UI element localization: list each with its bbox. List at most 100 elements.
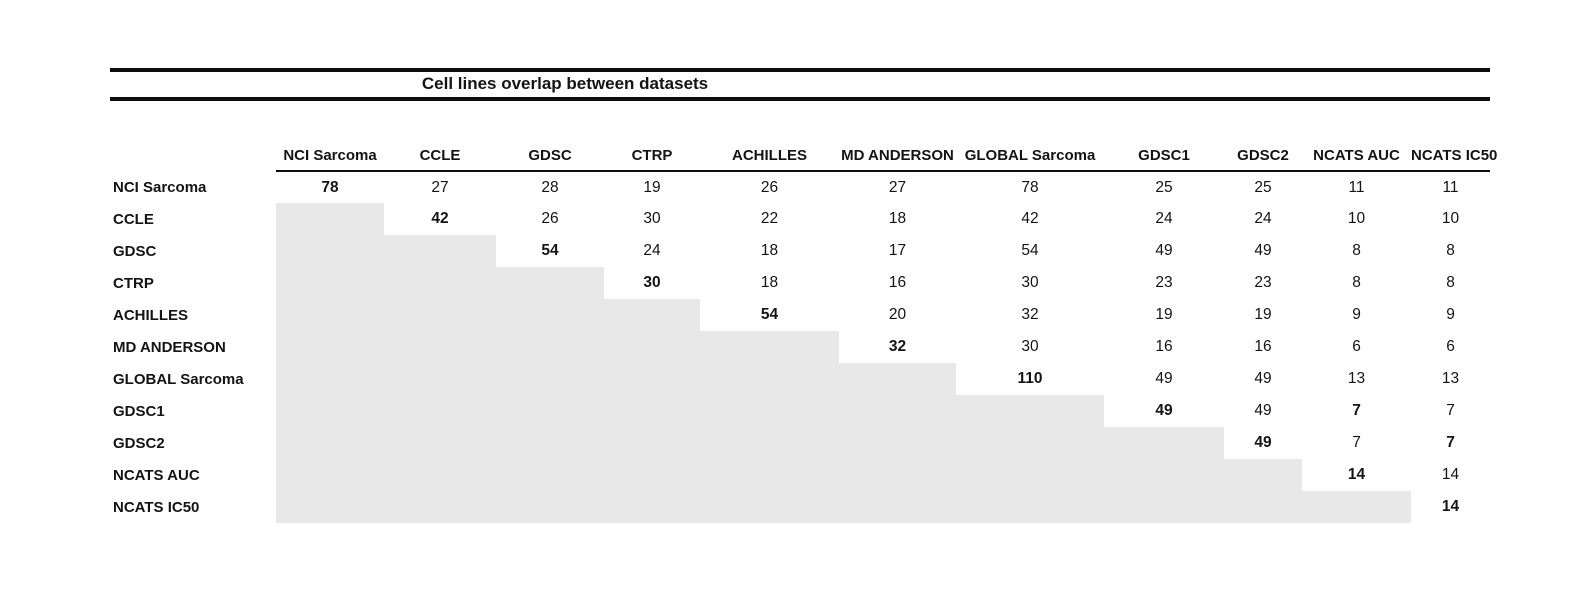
shaded-cell [604,459,700,491]
row-label-global-sarcoma: GLOBAL Sarcoma [113,370,244,388]
shaded-cell [276,331,384,363]
overlap-value-cell: 20 [888,306,907,323]
shaded-cell [700,331,839,363]
row-label-gdsc2: GDSC2 [113,434,165,452]
overlap-value-cell: 110 [1017,370,1043,387]
shaded-cell [276,491,384,523]
shaded-cell [956,459,1104,491]
table-header: NCI Sarcoma CCLE GDSC CTRP ACHILLES MD ANDERS… [110,101,1497,172]
overlap-value-cell: 14 [1347,466,1366,483]
corner-cell [110,101,276,171]
column-header-row: NCI Sarcoma CCLE GDSC CTRP ACHILLES MD ANDERS… [110,101,1497,172]
table-row-achilles: ACHILLES 54 20 32 19 19 9 9 [110,299,1490,331]
shaded-cell [384,235,496,267]
overlap-value-cell: 8 [1446,242,1455,259]
shaded-cell [700,395,839,427]
column-header-ncats-auc: NCATS AUC [1302,101,1411,172]
overlap-value-cell: 13 [1347,370,1366,387]
column-header-ccle: CCLE [384,101,496,172]
shaded-cell [384,299,496,331]
column-header-achilles: ACHILLES [700,101,839,172]
overlap-value-cell: 9 [1352,306,1361,323]
overlap-value-cell: 7 [1352,402,1361,419]
overlap-value-cell: 28 [541,178,559,196]
shaded-cell [496,427,604,459]
shaded-cell [700,427,839,459]
shaded-cell [956,427,1104,459]
overlap-value-cell: 24 [1155,210,1173,227]
overlap-value-cell: 78 [321,178,339,196]
overlap-value-cell: 49 [1155,402,1173,419]
shaded-cell [276,459,384,491]
overlap-value-cell: 7 [1352,434,1361,451]
shaded-cell [384,363,496,395]
overlap-matrix-table: NCI Sarcoma CCLE GDSC CTRP ACHILLES MD ANDERS… [110,101,1497,523]
shaded-cell [276,235,384,267]
shaded-cell [1224,491,1302,523]
overlap-value-cell: 54 [760,306,779,323]
table-title: Cell lines overlap between datasets [421,74,709,93]
overlap-value-cell: 6 [1446,338,1455,355]
table-row-nci-sarcoma: NCI Sarcoma 78 27 28 19 26 27 78 25 25 11 11 [110,171,1490,203]
row-label-achilles: ACHILLES [113,306,188,324]
overlap-value-cell: 18 [760,242,779,259]
row-label-ncats-auc: NCATS AUC [113,466,200,484]
overlap-value-cell: 7 [1446,434,1455,451]
shaded-cell [1104,427,1224,459]
shaded-cell [839,363,956,395]
overlap-value-cell: 6 [1352,338,1361,355]
shaded-cell [384,427,496,459]
shaded-cell [384,459,496,491]
shaded-cell [496,299,604,331]
shaded-cell [384,395,496,427]
table-row-gdsc1: GDSC1 49 49 7 7 [110,395,1490,427]
overlap-value-cell: 42 [1021,210,1039,227]
overlap-value-cell: 78 [1021,178,1039,196]
shaded-cell [956,395,1104,427]
shaded-cell [276,363,384,395]
row-label-gdsc1: GDSC1 [113,402,165,420]
overlap-value-cell: 25 [1254,178,1272,196]
shaded-cell [700,459,839,491]
overlap-value-cell: 54 [541,242,559,259]
shaded-cell [1104,491,1224,523]
overlap-value-cell: 24 [643,242,661,259]
shaded-cell [604,331,700,363]
overlap-value-cell: 42 [431,210,449,227]
overlap-value-cell: 49 [1254,434,1272,451]
shaded-cell [276,395,384,427]
shaded-cell [604,363,700,395]
shaded-cell [384,331,496,363]
overlap-value-cell: 19 [1155,306,1173,323]
overlap-value-cell: 32 [888,338,907,355]
shaded-cell [384,267,496,299]
overlap-value-cell: 49 [1155,370,1173,387]
table-row-gdsc2: GDSC2 49 7 7 [110,427,1490,459]
overlap-value-cell: 49 [1254,402,1272,419]
overlap-value-cell: 30 [1021,338,1039,355]
overlap-value-cell: 54 [1021,242,1039,259]
overlap-value-cell: 49 [1254,370,1272,387]
overlap-value-cell: 27 [888,178,907,196]
overlap-value-cell: 19 [1254,306,1272,323]
overlap-value-cell: 11 [1442,178,1459,196]
shaded-cell [604,427,700,459]
shaded-cell [496,267,604,299]
shaded-cell [604,491,700,523]
overlap-value-cell: 23 [1254,274,1272,291]
table-row-gdsc: GDSC 54 24 18 17 54 49 49 8 8 [110,235,1490,267]
overlap-value-cell: 30 [1021,274,1039,291]
table-row-global-sarcoma: GLOBAL Sarcoma 110 49 49 13 13 [110,363,1490,395]
column-header-gdsc1: GDSC1 [1104,101,1224,172]
shaded-cell [1224,459,1302,491]
overlap-value-cell: 49 [1254,242,1272,259]
overlap-value-cell: 10 [1441,210,1460,227]
shaded-cell [496,459,604,491]
overlap-value-cell: 27 [431,178,449,196]
overlap-value-cell: 19 [643,178,661,196]
overlap-value-cell: 24 [1254,210,1272,227]
overlap-value-cell: 25 [1155,178,1173,196]
shaded-cell [384,491,496,523]
shaded-cell [839,491,956,523]
shaded-cell [839,395,956,427]
